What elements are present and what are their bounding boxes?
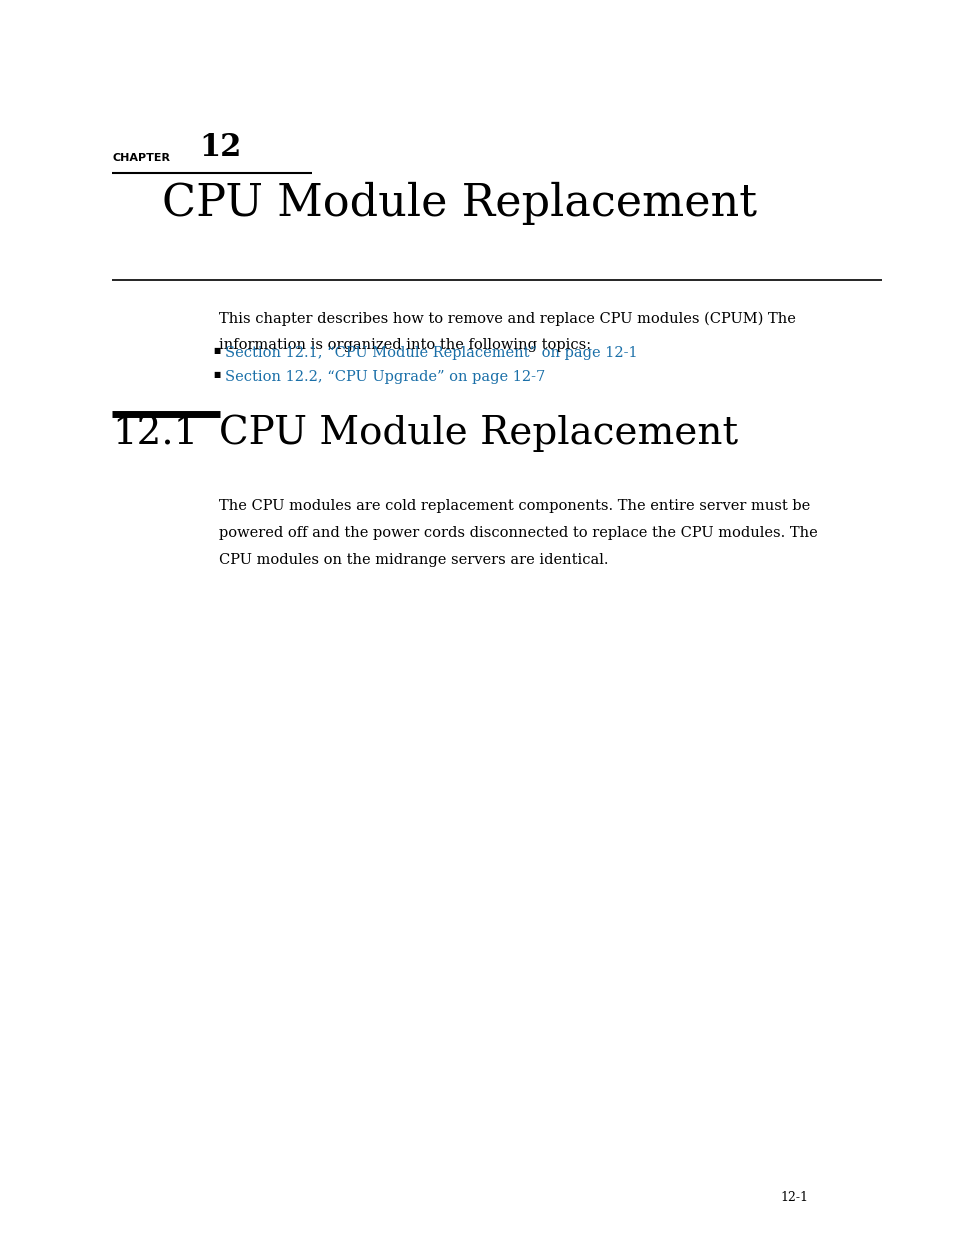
Text: CHAPTER: CHAPTER	[112, 153, 170, 163]
Text: CPU Module Replacement: CPU Module Replacement	[218, 415, 737, 452]
Text: Section 12.1, “CPU Module Replacement” on page 12-1: Section 12.1, “CPU Module Replacement” o…	[225, 346, 637, 359]
Text: ■: ■	[213, 370, 220, 379]
Text: 12-1: 12-1	[780, 1191, 807, 1204]
Text: powered off and the power cords disconnected to replace the CPU modules. The: powered off and the power cords disconne…	[218, 526, 817, 540]
Text: 12: 12	[199, 132, 241, 163]
Text: 12.1: 12.1	[112, 415, 198, 452]
Text: CPU modules on the midrange servers are identical.: CPU modules on the midrange servers are …	[218, 553, 607, 567]
Text: This chapter describes how to remove and replace CPU modules (CPUM) The: This chapter describes how to remove and…	[218, 311, 795, 326]
Text: Section 12.2, “CPU Upgrade” on page 12-7: Section 12.2, “CPU Upgrade” on page 12-7	[225, 370, 545, 384]
Text: ■: ■	[213, 346, 220, 354]
Text: CPU Module Replacement: CPU Module Replacement	[162, 182, 756, 225]
Text: The CPU modules are cold replacement components. The entire server must be: The CPU modules are cold replacement com…	[218, 499, 809, 513]
Text: information is organized into the following topics:: information is organized into the follow…	[218, 338, 590, 352]
